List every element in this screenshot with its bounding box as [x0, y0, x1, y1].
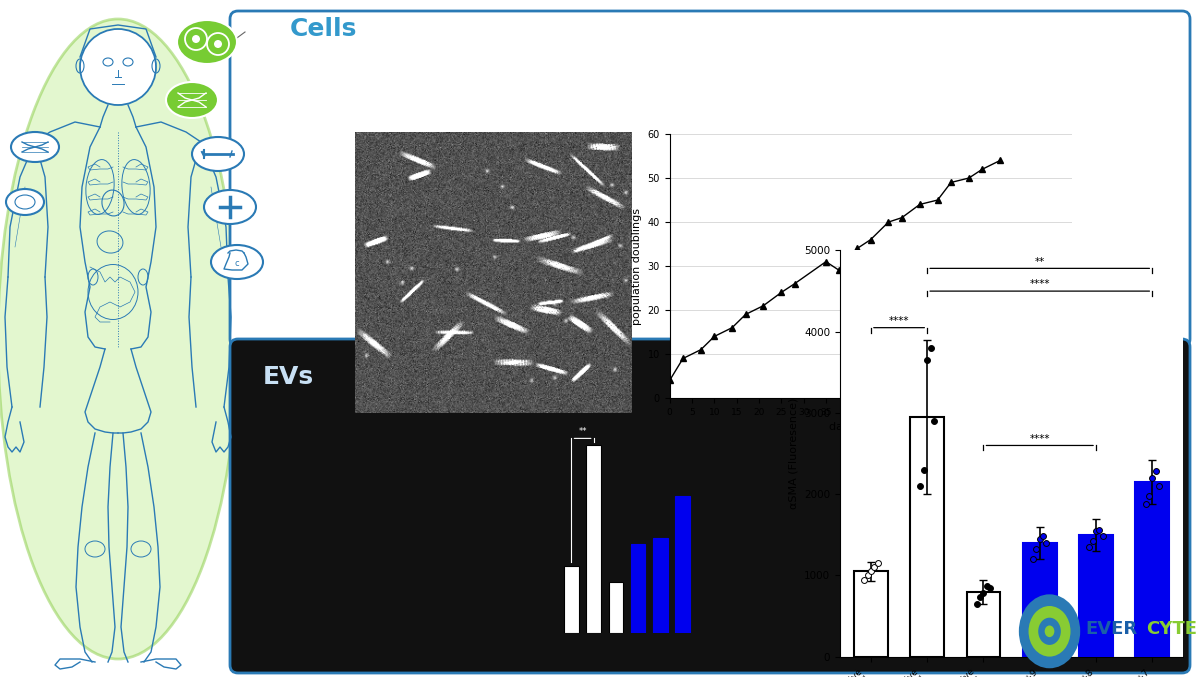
Circle shape — [1038, 617, 1061, 645]
Y-axis label: αSMA (Fluoresence): αSMA (Fluoresence) — [788, 398, 798, 509]
Point — [1024, 554, 1043, 565]
Circle shape — [192, 35, 200, 43]
Point — [868, 558, 887, 569]
Point — [977, 581, 996, 592]
Point — [918, 355, 937, 366]
Text: ****: **** — [1030, 434, 1050, 444]
Bar — [1079, 535, 1112, 657]
Point — [914, 464, 934, 475]
Ellipse shape — [166, 82, 218, 118]
Point — [1093, 530, 1112, 541]
Point — [1027, 544, 1046, 555]
Bar — [1135, 482, 1169, 657]
Point — [1033, 531, 1052, 542]
Y-axis label: population doublings: population doublings — [632, 208, 642, 324]
Ellipse shape — [211, 245, 263, 279]
Ellipse shape — [11, 132, 59, 162]
Point — [920, 343, 940, 353]
Point — [911, 481, 930, 492]
Point — [1136, 498, 1156, 509]
X-axis label: days in culture: days in culture — [829, 422, 912, 433]
Bar — [587, 445, 601, 633]
Point — [858, 570, 877, 581]
Text: **: ** — [1034, 257, 1045, 267]
Ellipse shape — [178, 20, 238, 64]
Bar — [631, 544, 646, 633]
Bar — [1022, 543, 1057, 657]
Bar — [911, 417, 944, 657]
Text: c: c — [235, 259, 239, 267]
Circle shape — [1045, 626, 1055, 637]
Circle shape — [214, 40, 222, 48]
FancyBboxPatch shape — [230, 339, 1190, 673]
Text: EVs: EVs — [263, 365, 314, 389]
Point — [924, 416, 943, 427]
Circle shape — [1028, 606, 1070, 657]
Point — [971, 592, 990, 603]
Point — [980, 583, 1000, 594]
Circle shape — [1019, 594, 1080, 668]
Point — [967, 598, 986, 609]
Bar — [653, 538, 667, 633]
Bar — [676, 496, 690, 633]
Point — [865, 562, 884, 573]
Point — [1084, 535, 1103, 546]
Ellipse shape — [204, 190, 256, 224]
Point — [1030, 533, 1049, 544]
Point — [1080, 542, 1099, 552]
Bar — [966, 592, 1001, 657]
Text: Cells: Cells — [290, 17, 358, 41]
Point — [1150, 481, 1169, 492]
Text: ****: **** — [1030, 280, 1050, 290]
Bar — [854, 571, 888, 657]
Point — [1142, 473, 1162, 483]
Point — [1037, 538, 1056, 548]
Ellipse shape — [0, 19, 238, 659]
Ellipse shape — [192, 137, 244, 171]
Point — [862, 566, 881, 577]
Text: CYTE: CYTE — [1146, 620, 1198, 638]
Point — [1090, 525, 1109, 536]
Ellipse shape — [6, 189, 44, 215]
Text: ****: **** — [889, 316, 910, 326]
Bar — [608, 582, 623, 633]
Text: EVER: EVER — [1085, 620, 1138, 638]
Bar — [564, 566, 578, 633]
Point — [854, 574, 874, 585]
Point — [1146, 466, 1165, 477]
Text: **: ** — [578, 427, 587, 437]
Circle shape — [80, 29, 156, 105]
Point — [1086, 525, 1105, 536]
Point — [1139, 490, 1158, 501]
Point — [974, 587, 994, 598]
FancyBboxPatch shape — [230, 11, 1190, 347]
